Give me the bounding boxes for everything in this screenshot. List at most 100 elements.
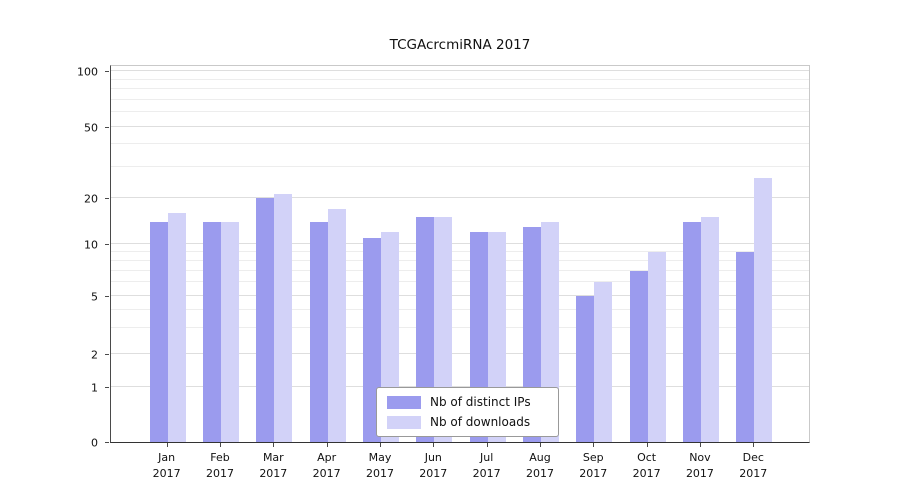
y-tick-label: 100 (77, 65, 98, 79)
legend-label-distinct-ips: Nb of distinct IPs (430, 395, 531, 409)
y-axis: 0 1 2 5 10 20 50 100 (0, 65, 110, 450)
x-tick-mark (753, 443, 755, 447)
y-tick-label: 2 (91, 348, 98, 362)
bar-distinct-ips-oct (629, 270, 648, 442)
minor-gridline (111, 143, 809, 145)
x-tick-mark (433, 443, 435, 447)
x-month-label: Feb (210, 451, 230, 464)
x-month-label: Nov (689, 451, 711, 464)
bar-downloads-jun (434, 217, 453, 442)
bar-downloads-feb (221, 221, 239, 442)
bar-distinct-ips-jun (416, 217, 435, 442)
bar-downloads-mar (274, 194, 293, 442)
minor-gridline (111, 327, 809, 329)
y-tick-mark (105, 442, 109, 443)
x-tick-label: Nov 2017 (673, 450, 726, 482)
x-month-label: Oct (637, 451, 657, 464)
major-gridline (111, 243, 809, 245)
x-month-label: Apr (317, 451, 337, 464)
x-year-label: 2017 (259, 466, 288, 480)
x-month-label: Sep (582, 451, 604, 464)
bar-downloads-dec (754, 177, 773, 442)
x-tick-label: May 2017 (353, 450, 406, 482)
x-tick-label: Sep 2017 (567, 450, 620, 482)
x-tick-label: Aug 2017 (513, 450, 566, 482)
x-year-label: 2017 (365, 466, 394, 480)
legend-swatch-downloads (387, 415, 421, 429)
y-tick-label: 5 (91, 290, 98, 304)
x-tick-label: Feb 2017 (193, 450, 246, 482)
minor-gridline (111, 269, 809, 271)
x-year-label: 2017 (525, 466, 554, 480)
y-tick-mark (105, 354, 109, 356)
bar-distinct-ips-apr (309, 221, 328, 442)
x-year-label: 2017 (152, 466, 181, 480)
major-gridline (111, 126, 809, 128)
x-tick-label: Jun 2017 (407, 450, 460, 482)
bar-downloads-sep (594, 282, 613, 442)
y-tick-mark (105, 71, 109, 72)
x-tick-mark (273, 443, 275, 447)
x-year-label: 2017 (685, 466, 714, 480)
x-tick-mark (380, 443, 381, 447)
major-gridline (111, 197, 809, 199)
x-year-label: 2017 (205, 466, 234, 480)
minor-gridline (111, 259, 809, 261)
major-gridline (111, 386, 809, 388)
plot-area: Nb of distinct IPs Nb of downloads (110, 65, 810, 443)
x-year-label: 2017 (472, 466, 501, 480)
bar-distinct-ips-jan (149, 221, 168, 442)
minor-gridline (111, 111, 809, 113)
x-tick-mark (166, 443, 168, 447)
bar-downloads-nov (701, 217, 719, 442)
y-tick-label: 10 (84, 238, 98, 252)
legend-label-downloads: Nb of downloads (430, 415, 531, 429)
x-tick-mark (220, 443, 221, 447)
legend-item-downloads: Nb of downloads (387, 415, 548, 429)
y-tick-mark (105, 387, 109, 389)
x-month-label: May (368, 451, 392, 464)
x-year-label: 2017 (632, 466, 661, 480)
y-tick-label: 0 (91, 436, 98, 450)
legend-swatch-distinct-ips (387, 395, 421, 409)
minor-gridline (111, 98, 809, 100)
minor-gridline (111, 88, 809, 90)
legend-item-distinct-ips: Nb of distinct IPs (387, 395, 548, 409)
y-tick-mark (105, 127, 109, 129)
x-year-label: 2017 (419, 466, 448, 480)
minor-gridline (111, 281, 809, 283)
x-tick-mark (486, 443, 488, 447)
minor-gridline (111, 250, 809, 252)
x-month-label: Jul (479, 451, 494, 464)
x-tick-mark (593, 443, 595, 447)
x-month-label: Dec (742, 451, 764, 464)
y-tick-label: 50 (84, 121, 98, 135)
x-tick-mark (326, 443, 328, 447)
x-tick-label: Dec 2017 (727, 450, 780, 482)
bar-downloads-jan (167, 212, 186, 442)
x-year-label: 2017 (579, 466, 608, 480)
x-year-label: 2017 (739, 466, 768, 480)
x-month-label: Jun (424, 451, 442, 464)
bar-downloads-aug (541, 221, 559, 442)
major-gridline (111, 70, 809, 71)
bar-distinct-ips-sep (576, 296, 595, 442)
y-tick-mark (105, 198, 109, 200)
bar-distinct-ips-feb (203, 221, 221, 442)
bar-distinct-ips-mar (256, 198, 275, 442)
bar-distinct-ips-nov (683, 221, 701, 442)
x-month-label: Aug (529, 451, 551, 464)
legend: Nb of distinct IPs Nb of downloads (376, 387, 559, 437)
major-gridline (111, 295, 809, 297)
major-gridline (111, 353, 809, 355)
x-year-label: 2017 (312, 466, 341, 480)
bar-distinct-ips-dec (736, 251, 755, 442)
y-tick-label: 20 (84, 192, 98, 206)
bar-downloads-oct (647, 251, 666, 442)
y-tick-mark (105, 244, 109, 246)
minor-gridline (111, 78, 809, 80)
minor-gridline (111, 309, 809, 311)
x-tick-mark (540, 443, 541, 447)
x-tick-label: Oct 2017 (620, 450, 673, 482)
